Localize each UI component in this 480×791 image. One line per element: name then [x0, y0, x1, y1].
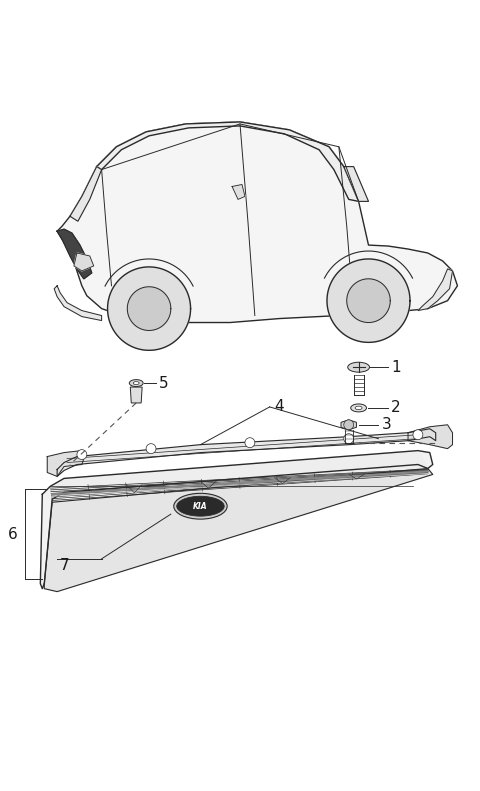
Polygon shape: [418, 269, 453, 311]
Polygon shape: [57, 122, 457, 323]
Ellipse shape: [129, 380, 143, 387]
Circle shape: [77, 449, 87, 460]
Circle shape: [344, 433, 354, 444]
Polygon shape: [70, 167, 102, 221]
Circle shape: [413, 430, 423, 440]
Circle shape: [146, 444, 156, 453]
Circle shape: [344, 420, 354, 430]
Text: 2: 2: [391, 400, 401, 415]
Polygon shape: [127, 287, 171, 331]
Polygon shape: [232, 184, 245, 199]
Text: 1: 1: [391, 360, 401, 375]
Polygon shape: [347, 279, 390, 323]
Text: 6: 6: [8, 527, 17, 542]
Text: 4: 4: [275, 399, 284, 414]
Polygon shape: [130, 387, 142, 403]
Polygon shape: [96, 122, 359, 202]
Ellipse shape: [351, 404, 367, 412]
Polygon shape: [47, 451, 84, 476]
Ellipse shape: [177, 496, 224, 517]
Ellipse shape: [133, 381, 139, 384]
Polygon shape: [341, 420, 357, 430]
Polygon shape: [74, 253, 94, 271]
Text: 7: 7: [60, 558, 70, 573]
Polygon shape: [50, 451, 428, 502]
Polygon shape: [57, 229, 92, 278]
Polygon shape: [108, 267, 191, 350]
Polygon shape: [40, 451, 433, 589]
Text: 3: 3: [381, 418, 391, 433]
Circle shape: [245, 437, 255, 448]
Polygon shape: [344, 167, 369, 202]
Polygon shape: [327, 259, 410, 343]
Ellipse shape: [174, 494, 227, 519]
Polygon shape: [44, 468, 433, 592]
Polygon shape: [57, 429, 436, 476]
Text: KIA: KIA: [193, 501, 208, 511]
Text: 5: 5: [159, 376, 168, 391]
Polygon shape: [54, 286, 102, 320]
Ellipse shape: [348, 362, 370, 372]
Polygon shape: [408, 425, 453, 448]
Ellipse shape: [355, 406, 362, 410]
